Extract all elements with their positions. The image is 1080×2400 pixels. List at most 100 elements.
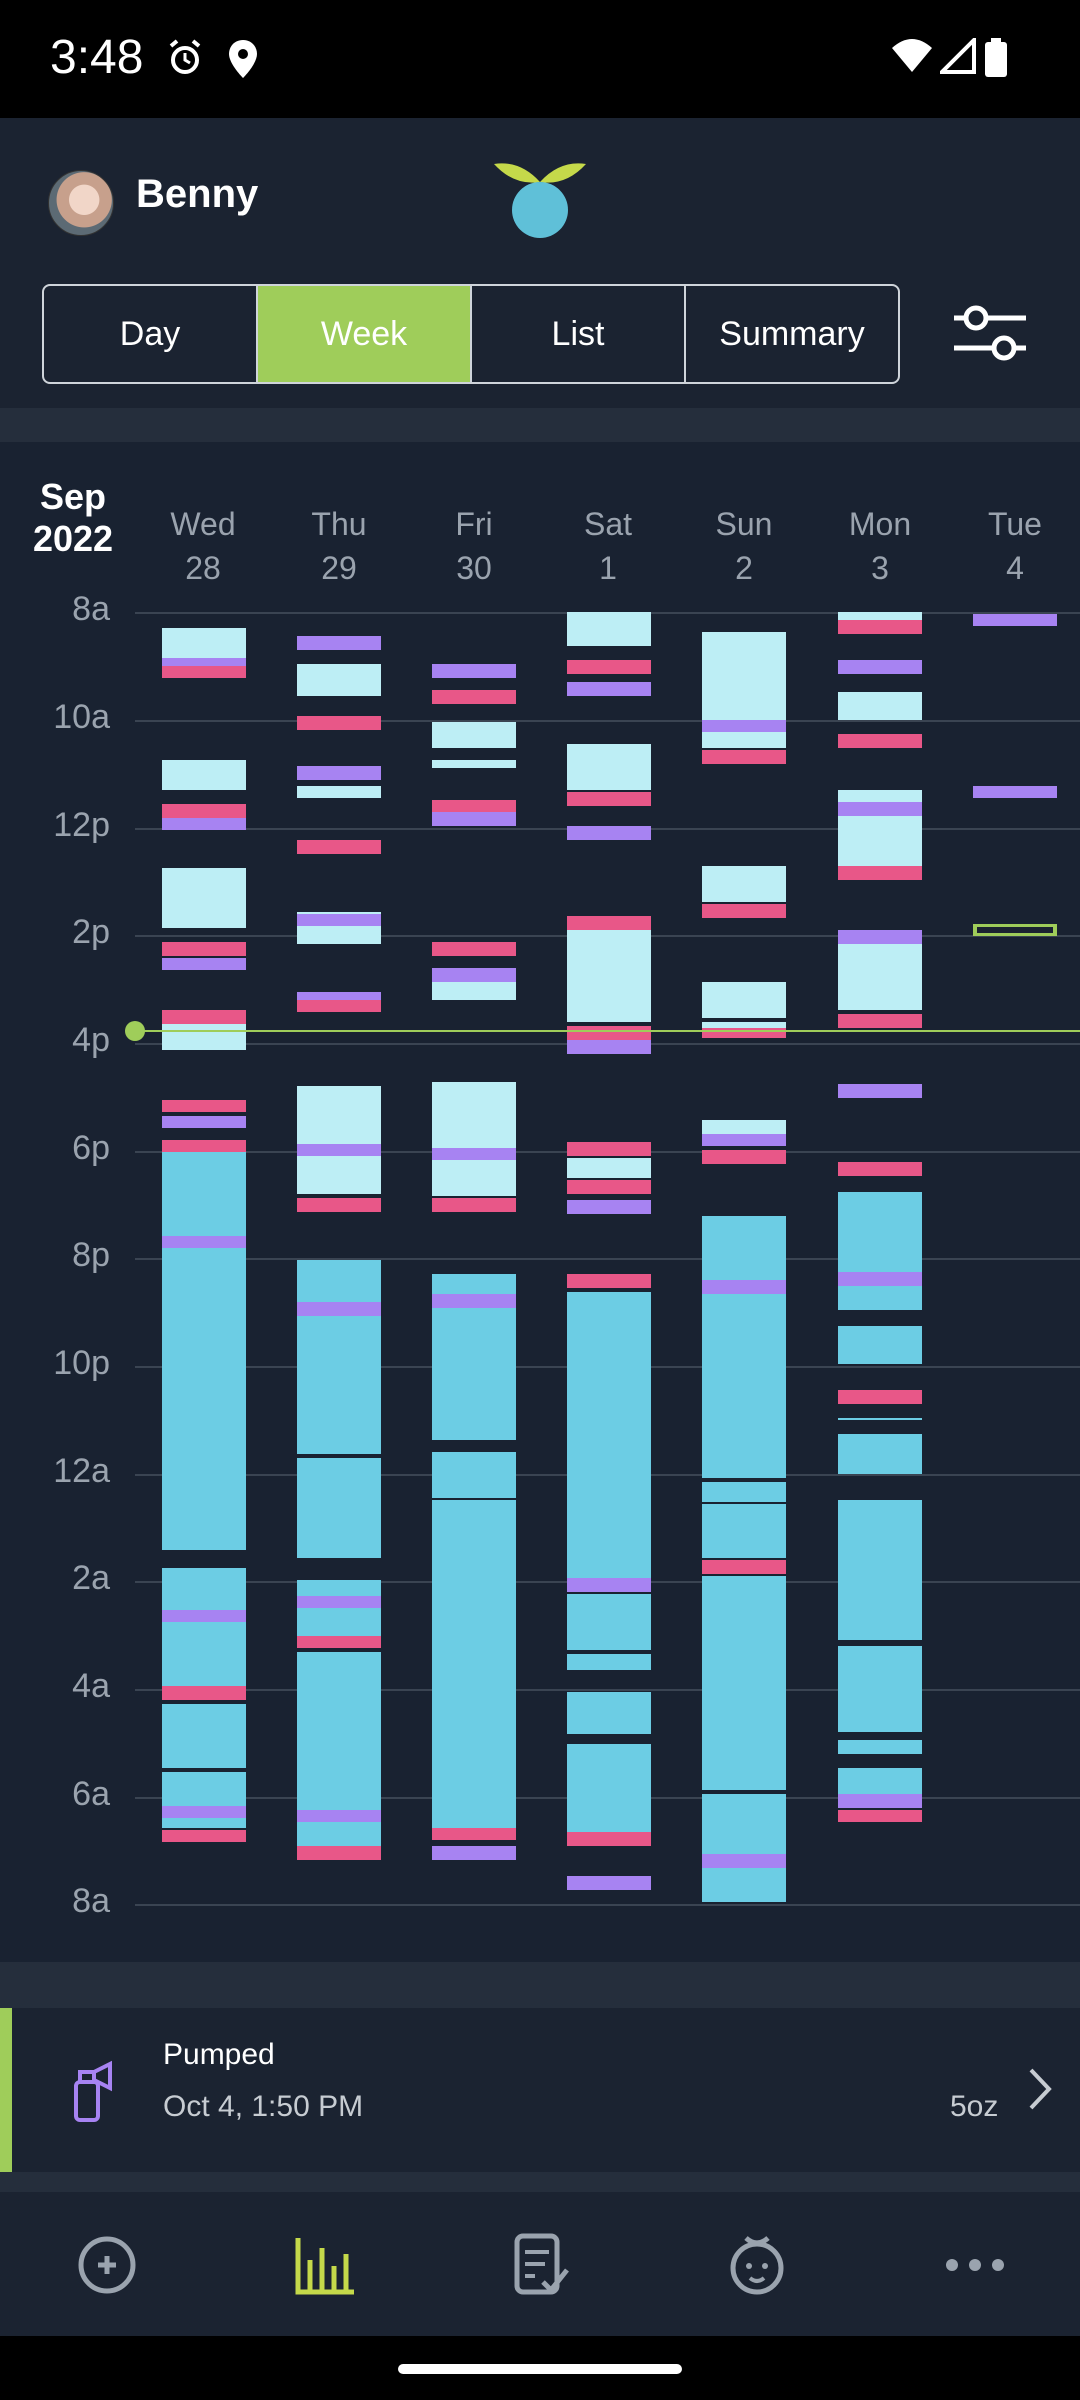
sleep-block[interactable] — [567, 930, 651, 1022]
feeding-event[interactable] — [297, 1846, 381, 1860]
diaper-event[interactable] — [432, 1148, 516, 1160]
day-header[interactable]: Wed 28 — [148, 502, 258, 590]
avatar[interactable] — [48, 170, 114, 236]
sleep-block[interactable] — [162, 1152, 246, 1550]
feeding-event[interactable] — [162, 1100, 246, 1112]
sleep-block[interactable] — [162, 760, 246, 790]
sleep-block[interactable] — [702, 1120, 786, 1134]
sleep-block[interactable] — [162, 628, 246, 658]
sleep-block[interactable] — [838, 1500, 922, 1640]
feeding-event[interactable] — [702, 750, 786, 764]
feeding-event[interactable] — [838, 1390, 922, 1404]
sleep-block[interactable] — [297, 1822, 381, 1846]
diaper-event[interactable] — [297, 636, 381, 650]
diaper-event[interactable] — [567, 1578, 651, 1592]
feeding-event[interactable] — [567, 916, 651, 930]
feeding-event[interactable] — [297, 1636, 381, 1648]
feeding-event[interactable] — [432, 800, 516, 812]
day-header[interactable]: Sat 1 — [553, 502, 663, 590]
diaper-event[interactable] — [297, 1302, 381, 1316]
diaper-event[interactable] — [297, 992, 381, 1000]
sleep-block[interactable] — [838, 1434, 922, 1474]
sleep-block[interactable] — [567, 1744, 651, 1834]
sleep-block[interactable] — [162, 868, 246, 928]
feeding-event[interactable] — [162, 804, 246, 818]
sleep-block[interactable] — [567, 1654, 651, 1670]
feeding-event[interactable] — [838, 866, 922, 880]
sleep-block[interactable] — [432, 722, 516, 748]
sleep-block[interactable] — [297, 1652, 381, 1810]
diaper-event[interactable] — [432, 968, 516, 982]
feeding-event[interactable] — [838, 1810, 922, 1822]
diaper-event[interactable] — [838, 1794, 922, 1808]
sleep-block[interactable] — [162, 1568, 246, 1688]
last-event-card[interactable] — [0, 2008, 1080, 2172]
diaper-event[interactable] — [162, 1610, 246, 1622]
filter-settings-icon[interactable] — [950, 298, 1030, 368]
sleep-block[interactable] — [838, 1326, 922, 1364]
sleep-block[interactable] — [162, 1772, 246, 1828]
feeding-event[interactable] — [702, 1150, 786, 1164]
day-header[interactable]: Tue 4 — [960, 502, 1070, 590]
feeding-event[interactable] — [162, 1830, 246, 1842]
diaper-event[interactable] — [567, 1200, 651, 1214]
sleep-block[interactable] — [567, 744, 651, 790]
child-name[interactable]: Benny — [136, 172, 259, 216]
diaper-event[interactable] — [838, 1084, 922, 1098]
diaper-event[interactable] — [432, 1846, 516, 1860]
diaper-event[interactable] — [702, 1854, 786, 1868]
feeding-event[interactable] — [567, 660, 651, 674]
sleep-block[interactable] — [838, 1740, 922, 1754]
sleep-block[interactable] — [567, 1292, 651, 1580]
feeding-event[interactable] — [297, 1000, 381, 1012]
diaper-event[interactable] — [567, 1040, 651, 1054]
diaper-event[interactable] — [838, 660, 922, 674]
more-icon[interactable] — [940, 2230, 1010, 2300]
pumping-event[interactable] — [973, 924, 1057, 936]
diaper-event[interactable] — [702, 1280, 786, 1294]
sleep-block[interactable] — [702, 1504, 786, 1558]
sleep-block[interactable] — [702, 632, 786, 720]
sleep-block[interactable] — [297, 1580, 381, 1640]
diaper-event[interactable] — [162, 658, 246, 666]
sleep-block[interactable] — [838, 944, 922, 1010]
feeding-event[interactable] — [567, 1180, 651, 1194]
feeding-event[interactable] — [838, 620, 922, 634]
sleep-block[interactable] — [702, 1022, 786, 1028]
feeding-event[interactable] — [432, 1198, 516, 1212]
day-header[interactable]: Sun 2 — [689, 502, 799, 590]
diaper-event[interactable] — [297, 1596, 381, 1608]
feeding-event[interactable] — [162, 942, 246, 956]
sleep-block[interactable] — [838, 1768, 922, 1794]
diaper-event[interactable] — [973, 614, 1057, 626]
sleep-block[interactable] — [297, 664, 381, 696]
log-icon[interactable] — [505, 2230, 575, 2300]
feeding-event[interactable] — [162, 666, 246, 678]
sleep-block[interactable] — [702, 1794, 786, 1902]
sleep-block[interactable] — [297, 1260, 381, 1454]
sleep-block[interactable] — [838, 692, 922, 720]
diaper-event[interactable] — [432, 1294, 516, 1308]
sleep-block[interactable] — [838, 1192, 922, 1310]
diaper-event[interactable] — [432, 664, 516, 678]
feeding-event[interactable] — [838, 1162, 922, 1176]
sleep-block[interactable] — [702, 866, 786, 902]
sleep-block[interactable] — [702, 732, 786, 748]
feeding-event[interactable] — [838, 734, 922, 748]
sleep-block[interactable] — [432, 1082, 516, 1196]
feeding-event[interactable] — [432, 942, 516, 956]
feeding-event[interactable] — [838, 1014, 922, 1028]
feeding-event[interactable] — [432, 1828, 516, 1840]
feeding-event[interactable] — [567, 1026, 651, 1040]
feeding-event[interactable] — [297, 840, 381, 854]
diaper-event[interactable] — [838, 930, 922, 944]
feeding-event[interactable] — [702, 1028, 786, 1038]
sleep-block[interactable] — [162, 1024, 246, 1050]
chart-icon[interactable] — [290, 2230, 360, 2300]
diaper-event[interactable] — [702, 720, 786, 732]
tab-summary[interactable]: Summary — [719, 314, 865, 353]
diaper-event[interactable] — [838, 1272, 922, 1286]
feeding-event[interactable] — [297, 1198, 381, 1212]
day-header[interactable]: Thu 29 — [284, 502, 394, 590]
sleep-block[interactable] — [838, 1646, 922, 1732]
